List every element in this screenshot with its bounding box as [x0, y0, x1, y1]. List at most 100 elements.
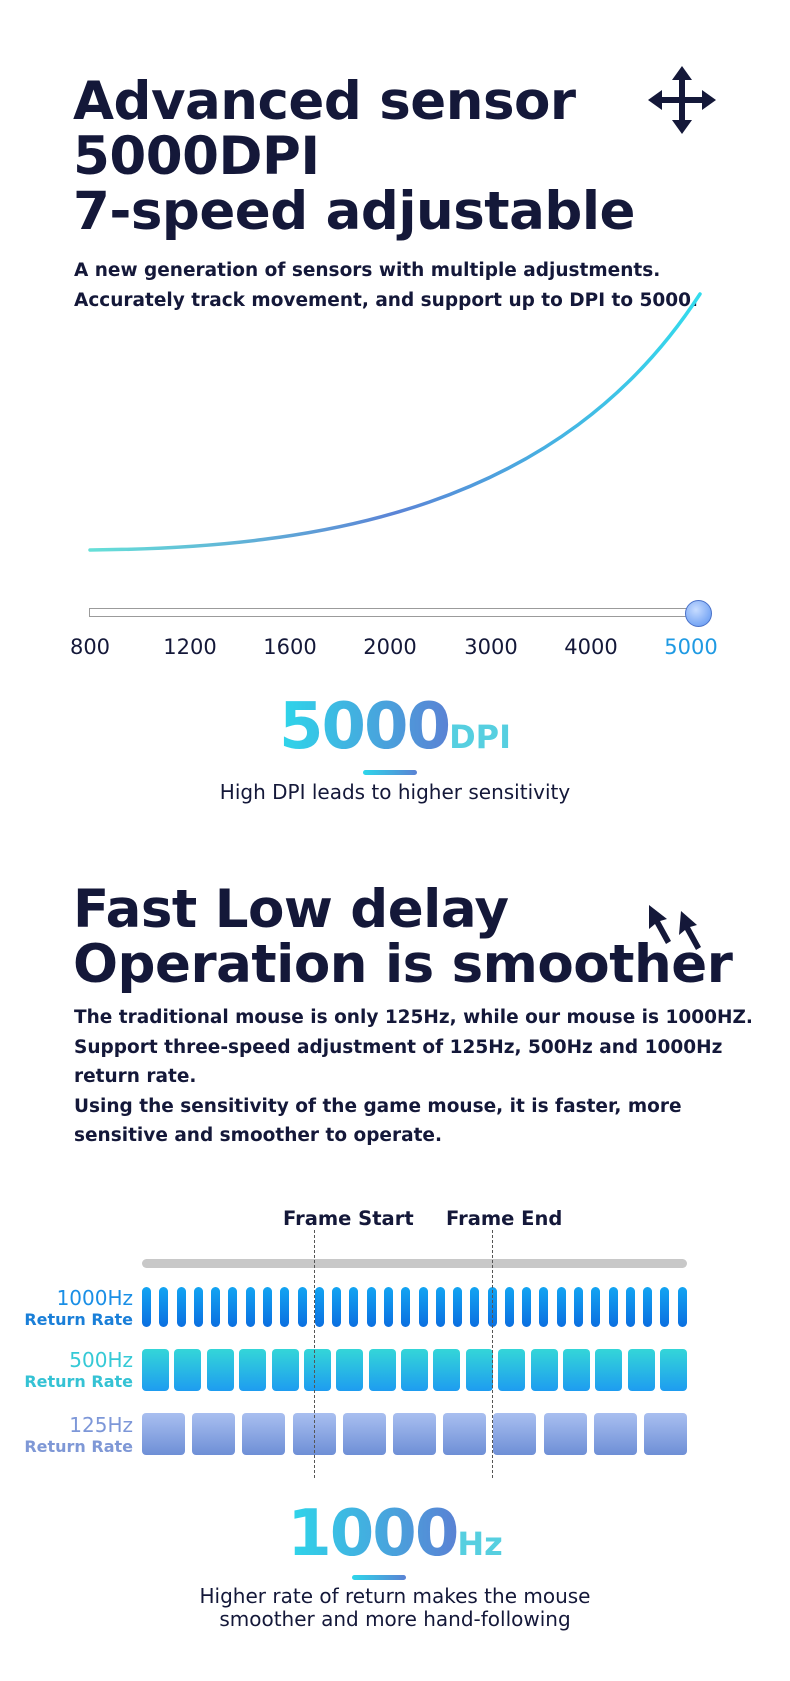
- dpi-tick-label: 800: [69, 635, 111, 659]
- polling-description-line: The traditional mouse is only 125Hz, whi…: [74, 1007, 753, 1028]
- frame-timeline: [142, 1259, 687, 1268]
- report-pulse-bar: [418, 1287, 428, 1327]
- report-pulse-bar: [593, 1413, 637, 1455]
- report-pulse-bar: [142, 1349, 169, 1391]
- polling-description: The traditional mouse is only 125Hz, whi…: [74, 1003, 753, 1151]
- report-pulse-bar: [242, 1413, 286, 1455]
- frame-start-label: Frame Start: [283, 1207, 414, 1230]
- report-pulse-bar: [401, 1287, 411, 1327]
- report-pulse-bar: [336, 1349, 364, 1391]
- report-pulse-bar: [228, 1287, 238, 1327]
- hz-unit: Hz: [457, 1525, 503, 1563]
- report-pulse-bar: [660, 1287, 670, 1327]
- dpi-slider-thumb[interactable]: [685, 600, 712, 627]
- move-arrows-icon: [648, 66, 716, 134]
- report-pulse-bar: [383, 1287, 393, 1327]
- report-pulse-bar: [211, 1287, 221, 1327]
- rate-label-1000: 1000Hz Return Rate: [24, 1286, 133, 1330]
- report-pulse-bar: [595, 1349, 623, 1391]
- report-pulse-bar: [433, 1349, 461, 1391]
- report-pulse-bar: [443, 1413, 487, 1455]
- sensitivity-curve: [88, 292, 702, 552]
- report-pulse-bar: [677, 1287, 687, 1327]
- report-pulse-bar: [401, 1349, 428, 1391]
- dpi-caption: High DPI leads to higher sensitivity: [219, 780, 571, 804]
- report-pulse-bar: [342, 1413, 386, 1455]
- dpi-value: 5000: [278, 690, 451, 764]
- sensor-description-line: Accurately track movement, and support u…: [74, 290, 699, 311]
- sensor-title: Advanced sensor 5000DPI 7-speed adjustab…: [73, 74, 635, 239]
- sensor-description: A new generation of sensors with multipl…: [74, 256, 698, 316]
- frame-start-line: [314, 1230, 315, 1478]
- report-pulse-bar: [174, 1349, 202, 1391]
- report-pulse-bar: [470, 1287, 480, 1327]
- rate-caption: Return Rate: [24, 1437, 133, 1456]
- dpi-tick-label: 4000: [564, 635, 618, 659]
- report-pulse-bar: [498, 1349, 526, 1391]
- dpi-underline: [363, 770, 417, 775]
- dpi-slider-track[interactable]: [89, 608, 702, 617]
- report-pulse-bar: [435, 1287, 445, 1327]
- hz-value: 1000: [287, 1497, 459, 1571]
- rate-label-125: 125Hz Return Rate: [24, 1413, 133, 1457]
- report-pulse-bar: [530, 1349, 558, 1391]
- dpi-tick-label: 3000: [464, 635, 518, 659]
- polling-title: Fast Low delay Operation is smoother: [73, 882, 733, 995]
- report-pulse-bar: [142, 1413, 185, 1455]
- polling-description-line: Using the sensitivity of the game mouse,…: [74, 1095, 682, 1117]
- report-pulse-bar: [142, 1287, 151, 1327]
- report-pulse-bar: [574, 1287, 584, 1327]
- hz-caption: Higher rate of return makes the mouse sm…: [0, 1585, 790, 1631]
- report-pulse-bar: [453, 1287, 463, 1327]
- report-pulse-bar: [206, 1349, 234, 1391]
- hz-caption-line: Higher rate of return makes the mouse: [199, 1584, 591, 1608]
- dpi-tick-label: 1600: [263, 635, 317, 659]
- sensor-title-line: 5000DPI: [73, 126, 320, 187]
- report-pulse-bar: [465, 1349, 493, 1391]
- report-pulse-bar: [543, 1413, 587, 1455]
- dpi-tick-label: 2000: [363, 635, 417, 659]
- sensor-title-line: Advanced sensor: [73, 71, 576, 132]
- dpi-highlight: 5000DPI: [0, 690, 790, 764]
- sensor-description-line: A new generation of sensors with multipl…: [74, 260, 661, 281]
- hz-caption-line: smoother and more hand-following: [219, 1607, 571, 1631]
- polling-description-line: sensitive and smoother to operate.: [74, 1125, 443, 1146]
- rate-hz: 500Hz: [69, 1348, 133, 1372]
- report-pulse-bar: [522, 1287, 532, 1327]
- rate-caption: Return Rate: [24, 1372, 133, 1391]
- report-pulse-bar: [245, 1287, 255, 1327]
- report-pulse-bar: [280, 1287, 290, 1327]
- report-pulse-bar: [556, 1287, 566, 1327]
- report-pulse-bar: [643, 1413, 687, 1455]
- rate-hz: 125Hz: [69, 1413, 133, 1437]
- report-pulse-bar: [504, 1287, 514, 1327]
- polling-title-line: Operation is smoother: [73, 934, 733, 995]
- report-pulse-bar: [625, 1287, 635, 1327]
- report-pulse-bar: [297, 1287, 307, 1327]
- report-pulse-bar: [176, 1287, 186, 1327]
- report-pulse-bar: [539, 1287, 549, 1327]
- bars-125hz: [142, 1413, 687, 1455]
- report-pulse-bar: [493, 1413, 537, 1455]
- report-pulse-bar: [239, 1349, 267, 1391]
- report-pulse-bar: [314, 1287, 324, 1327]
- hz-underline: [352, 1575, 406, 1580]
- bars-1000hz: [142, 1287, 687, 1327]
- dpi-unit: DPI: [449, 718, 512, 756]
- report-pulse-bar: [193, 1287, 203, 1327]
- sensor-title-line: 7-speed adjustable: [73, 181, 635, 242]
- frame-end-line: [492, 1230, 493, 1478]
- report-pulse-bar: [591, 1287, 601, 1327]
- report-pulse-bar: [660, 1349, 687, 1391]
- report-pulse-bar: [159, 1287, 169, 1327]
- bars-500hz: [142, 1349, 687, 1391]
- report-pulse-bar: [608, 1287, 618, 1327]
- report-pulse-bar: [562, 1349, 590, 1391]
- report-pulse-bar: [643, 1287, 653, 1327]
- report-pulse-bar: [303, 1349, 331, 1391]
- rate-label-500: 500Hz Return Rate: [24, 1348, 133, 1392]
- rate-hz: 1000Hz: [56, 1286, 133, 1310]
- report-pulse-bar: [349, 1287, 359, 1327]
- report-pulse-bar: [366, 1287, 376, 1327]
- dpi-tick-label-selected: 5000: [664, 635, 718, 659]
